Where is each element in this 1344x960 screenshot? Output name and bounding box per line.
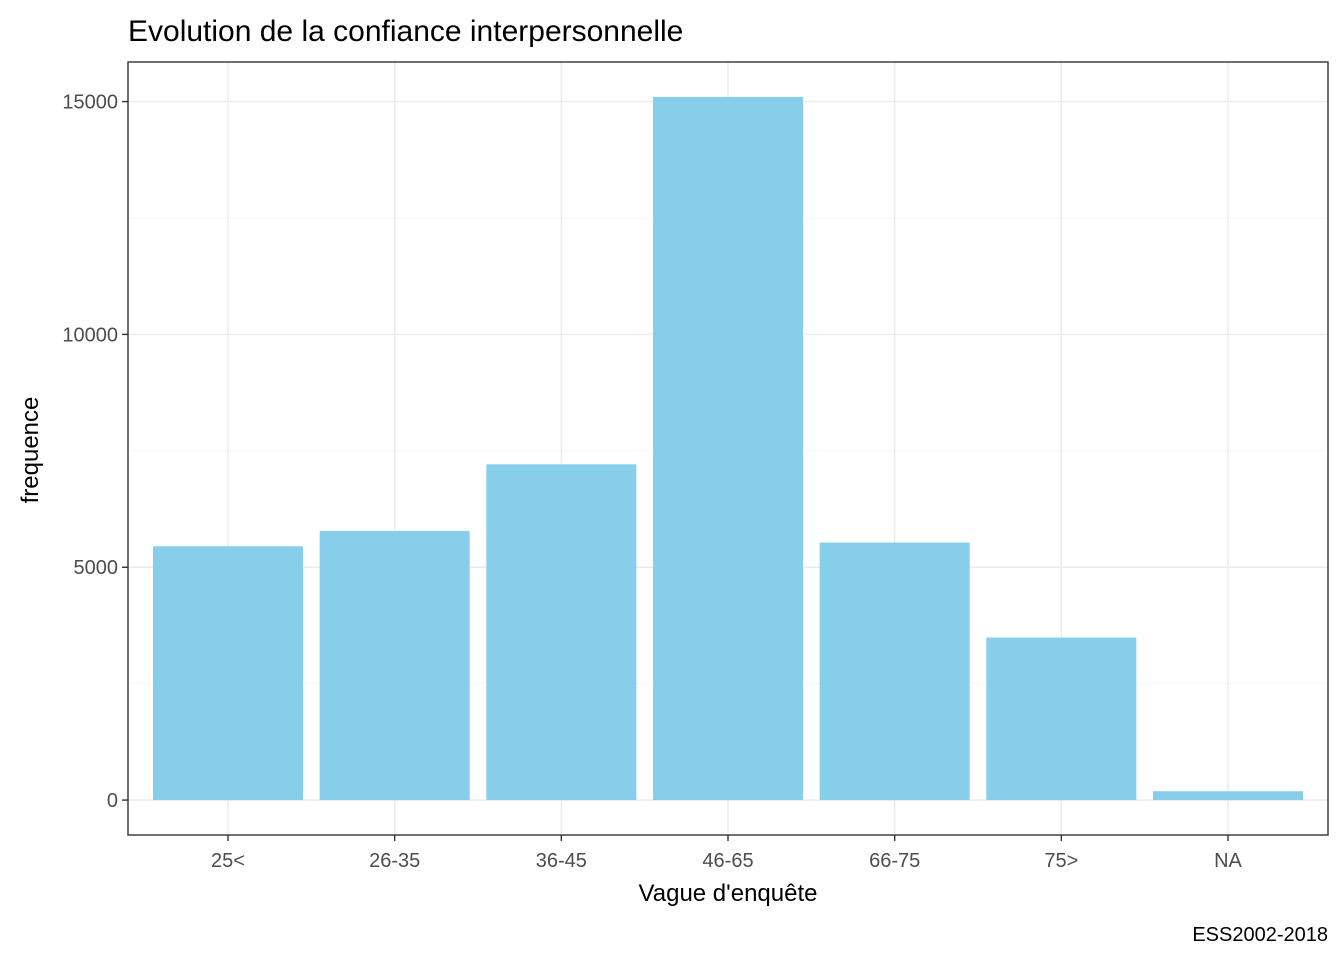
x-tick-label: 66-75 <box>869 850 920 872</box>
bar-75> <box>986 637 1137 801</box>
y-tick-label: 0 <box>107 790 118 812</box>
bars <box>153 96 1303 801</box>
x-tick-label: 75> <box>1044 850 1078 872</box>
x-tick-label: NA <box>1214 850 1242 872</box>
x-tick-label: 25< <box>211 850 245 872</box>
bar-26-35 <box>319 530 470 801</box>
y-tick-label: 5000 <box>74 557 119 579</box>
bar-46-65 <box>653 96 803 801</box>
chart-title: Evolution de la confiance interpersonnel… <box>128 15 683 48</box>
y-axis: 0 5000 10000 15000 <box>62 92 128 812</box>
bar-36-45 <box>486 464 637 801</box>
x-tick-label: 36-45 <box>536 850 587 872</box>
bar-NA <box>1153 791 1303 801</box>
bar-25< <box>153 546 303 801</box>
chart-caption: ESS2002-2018 <box>1192 924 1328 946</box>
x-tick-label: 46-65 <box>702 850 753 872</box>
bar-66-75 <box>819 542 970 801</box>
y-tick-label: 10000 <box>62 324 118 346</box>
x-axis-title: Vague d'enquête <box>639 880 818 907</box>
y-axis-title: frequence <box>17 397 44 504</box>
y-tick-label: 15000 <box>62 92 118 114</box>
x-axis: 25< 26-35 36-45 46-65 66-75 75> NA <box>211 835 1243 872</box>
x-tick-label: 26-35 <box>369 850 420 872</box>
